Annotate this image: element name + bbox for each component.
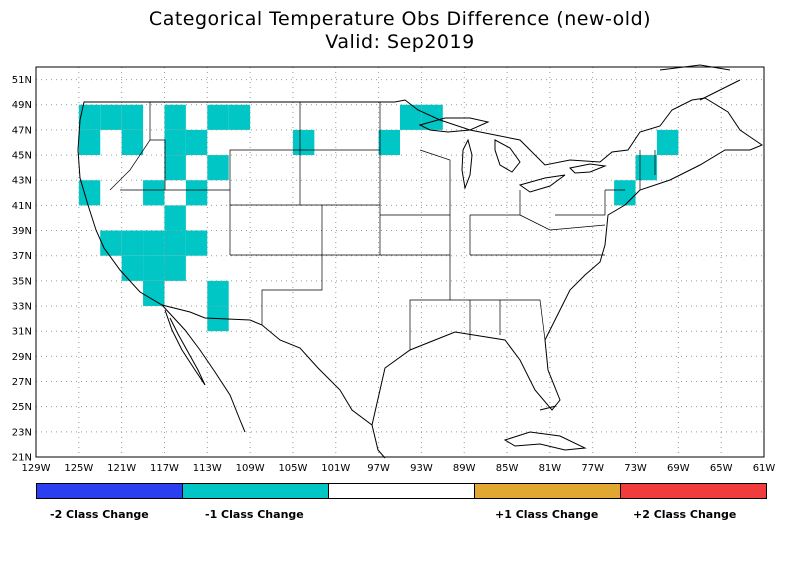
legend-label: -1 Class Change [205,508,304,521]
lon-tick-label: 113W [193,463,222,474]
changed-cell [121,104,144,130]
axis-labels: 129W 125W 121W 117W 113W 109W 105W 101W 97W 93W 89… [12,75,776,474]
legend-swatch [474,483,621,499]
lake-erie [518,174,566,193]
map-outlines [77,64,764,459]
map-subtitle: Valid: Sep2019 [325,31,475,53]
lat-tick-label: 41N [12,201,32,212]
lake-michigan [461,138,473,190]
lat-tick-label: 51N [12,75,32,86]
lat-tick-label: 29N [12,352,32,363]
changed-cell [656,129,679,156]
lat-tick-label: 45N [12,151,32,162]
lon-tick-label: 77W [581,463,604,474]
changed-cell [164,104,186,130]
lat-tick-label: 23N [12,427,32,438]
changed-cell [121,255,144,281]
legend-label: +2 Class Change [633,508,737,521]
changed-cell [78,129,101,156]
lon-tick-label: 125W [64,463,93,474]
lake-superior [418,117,490,133]
mexico-west-coast [161,304,246,433]
lat-tick-label: 37N [12,251,32,262]
changed-cell [164,155,186,181]
changed-cell [78,180,101,206]
lon-tick-label: 121W [107,463,136,474]
changed-cell [635,155,657,181]
map-frame [35,66,765,458]
changed-cell [185,129,208,156]
changed-cell [100,230,122,256]
lat-tick-label: 43N [12,176,32,187]
changed-cell [228,104,251,130]
changed-cell [421,104,443,130]
lon-tick-label: 93W [410,463,433,474]
lake-ontario [568,163,607,174]
changed-cell [143,180,165,206]
lon-tick-label: 129W [22,463,51,474]
lon-tick-label: 117W [150,463,179,474]
lon-tick-label: 65W [710,463,733,474]
lon-tick-label: 85W [496,463,519,474]
changed-cell [185,230,208,256]
map-title: Categorical Temperature Obs Difference (… [148,8,652,30]
changed-cell [207,280,229,307]
changed-cell [164,129,186,156]
map-plot: 129W 125W 121W 117W 113W 109W 105W 101W 97W 93W 89… [12,64,776,474]
lat-tick-label: 21N [12,453,32,464]
changed-cell [78,104,101,130]
lat-tick-label: 27N [12,377,32,388]
lon-tick-label: 89W [453,463,476,474]
us-outline [77,97,764,426]
lat-tick-label: 39N [12,226,32,237]
legend-label: +1 Class Change [495,508,599,521]
changed-cell [143,230,165,256]
changed-cell [292,129,315,156]
legend-label: -2 Class Change [50,508,149,521]
changed-cell [400,104,422,130]
lon-tick-label: 81W [539,463,562,474]
legend-swatch [36,483,183,499]
cuba-outline [503,431,587,451]
legend-swatch [328,483,475,499]
changed-cell [121,230,144,256]
lat-tick-label: 35N [12,276,32,287]
changed-cell [614,180,636,206]
lat-tick-label: 49N [12,100,32,111]
changed-cell [378,129,400,156]
changed-cell [207,104,229,130]
lon-tick-label: 69W [667,463,690,474]
mexico-gulf-coast [371,424,386,459]
changed-cell [143,280,165,307]
legend-swatch [620,483,767,499]
canada-east-coast [659,64,741,101]
changed-cell [143,255,165,281]
changed-cell [121,129,144,156]
changed-cell [207,155,229,181]
lat-tick-label: 47N [12,125,32,136]
lon-tick-label: 101W [321,463,350,474]
legend-swatch [182,483,329,499]
changed-cell [185,180,208,206]
lon-tick-label: 105W [278,463,307,474]
lake-huron [494,139,521,173]
changed-cell [164,255,186,281]
changed-cell [164,205,186,231]
lon-tick-label: 97W [367,463,390,474]
florida-keys [539,405,557,411]
changed-cells-layer [78,104,679,332]
lon-tick-label: 109W [236,463,265,474]
changed-cell [164,230,186,256]
lon-tick-label: 73W [624,463,647,474]
lat-tick-label: 33N [12,302,32,313]
lon-tick-label: 61W [753,463,776,474]
baja-peninsula [164,309,206,386]
lat-tick-label: 31N [12,327,32,338]
lat-tick-label: 25N [12,402,32,413]
state-lines [109,102,656,350]
changed-cell [100,104,122,130]
